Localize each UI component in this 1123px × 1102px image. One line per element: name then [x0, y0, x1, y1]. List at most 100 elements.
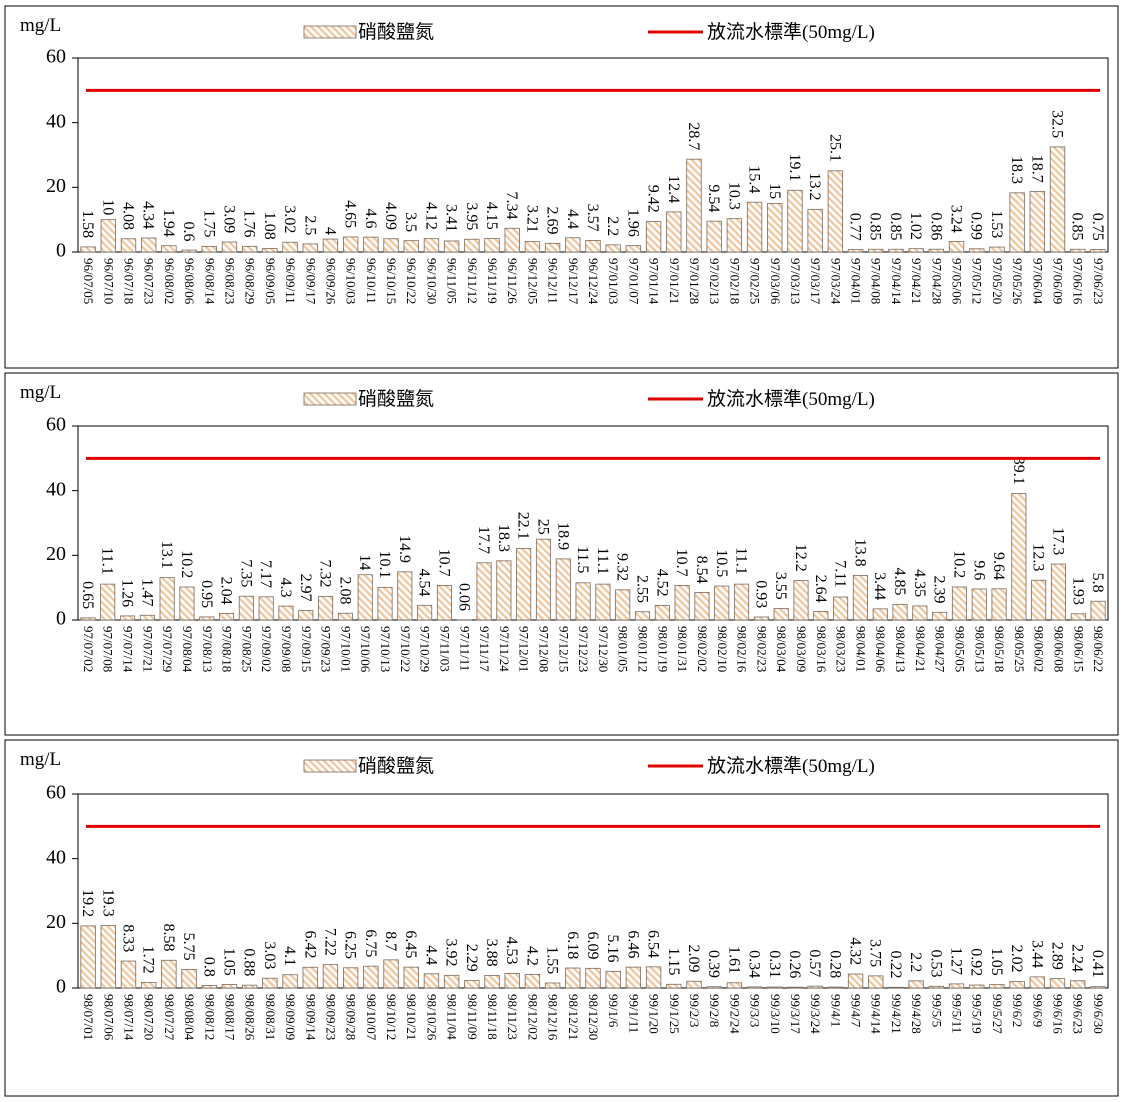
x-tick-label: 98/10/07: [364, 994, 379, 1041]
data-label: 0.22: [887, 950, 904, 978]
bar: [139, 614, 155, 621]
x-tick-label: 96/11/12: [465, 258, 480, 304]
data-label: 9.42: [645, 185, 662, 213]
data-label: 13.8: [851, 539, 868, 567]
data-label: 0.06: [455, 583, 472, 611]
data-label: 6.25: [342, 931, 359, 959]
x-tick-label: 97/10/13: [378, 626, 393, 672]
x-tick-label: 98/08/26: [243, 994, 258, 1041]
x-tick-label: 99/4/14: [869, 994, 884, 1034]
data-label: 4.12: [422, 202, 439, 230]
data-label: 0.85: [887, 212, 904, 240]
bar: [201, 245, 217, 253]
data-label: 4.08: [119, 202, 136, 230]
data-label: 0.8: [200, 957, 217, 977]
data-label: 1.96: [624, 209, 641, 237]
bar: [565, 237, 581, 253]
x-tick-label: 99/1/6: [606, 994, 621, 1028]
x-tick-label: 96/08/14: [202, 258, 217, 305]
x-tick-label: 98/03/16: [814, 626, 829, 673]
x-tick-label: 97/03/17: [808, 258, 823, 305]
bar: [706, 986, 722, 989]
legend-bar-swatch: [303, 25, 357, 39]
data-label: 8.58: [160, 923, 177, 951]
data-label: 32.5: [1049, 110, 1066, 138]
data-label: 10.1: [376, 551, 393, 579]
data-label: 10: [99, 199, 116, 215]
bar: [141, 237, 157, 253]
bar: [989, 984, 1005, 989]
x-tick-label: 98/02/10: [715, 626, 730, 672]
data-label: 3.09: [220, 205, 237, 233]
legend-bar-label: 硝酸鹽氮: [358, 388, 434, 410]
x-tick-label: 97/11/03: [437, 626, 452, 672]
data-label: 0.34: [746, 950, 763, 978]
bar: [524, 974, 541, 989]
x-tick-label: 98/08/17: [222, 994, 237, 1041]
bar: [476, 562, 492, 621]
bar: [1070, 248, 1086, 253]
data-label: 4.2: [523, 946, 540, 966]
data-label: 4.4: [422, 945, 439, 965]
bar: [746, 986, 763, 989]
x-tick-label: 96/08/29: [243, 258, 258, 304]
bar: [948, 983, 965, 989]
bar: [852, 574, 868, 621]
bar: [645, 221, 662, 253]
data-label: 14: [356, 554, 373, 570]
bar: [1011, 493, 1027, 621]
x-tick-label: 96/09/26: [323, 258, 338, 305]
data-label: 1.26: [119, 579, 136, 607]
x-tick-label: 98/04/27: [933, 626, 948, 673]
x-tick-label: 97/12/01: [517, 626, 532, 672]
data-label: 9.64: [990, 552, 1007, 580]
data-label: 0.39: [705, 950, 722, 978]
data-label: 4.1: [281, 946, 298, 966]
bar: [436, 585, 452, 621]
x-tick-label: 96/07/18: [121, 258, 136, 304]
x-tick-label: 98/11/18: [485, 994, 500, 1040]
bar: [1050, 563, 1067, 621]
x-tick-label: 99/1/25: [667, 994, 682, 1034]
data-label: 2.29: [463, 944, 480, 972]
plot-area: [77, 425, 1109, 621]
data-label: 6.75: [362, 929, 379, 957]
x-tick-label: 97/09/15: [299, 626, 314, 672]
bar: [625, 966, 642, 989]
bar: [686, 980, 702, 989]
bar: [595, 583, 611, 621]
x-tick-label: 96/11/26: [505, 258, 520, 304]
data-label: 12.2: [792, 544, 809, 572]
data-label: 3.24: [948, 205, 965, 233]
data-label: 19.1: [786, 153, 803, 181]
x-tick-label: 97/04/28: [929, 258, 944, 304]
x-tick-label: 99/4/7: [849, 994, 864, 1028]
data-label: 10.2: [178, 550, 195, 578]
data-label: 3.92: [443, 939, 460, 967]
data-label: 11.5: [574, 546, 591, 573]
bar: [686, 158, 702, 253]
x-tick-label: 97/04/14: [889, 258, 904, 305]
bar: [625, 245, 642, 253]
data-label: 1.58: [79, 210, 96, 238]
x-tick-label: 99/6/2: [1010, 994, 1025, 1027]
data-label: 1.76: [241, 210, 258, 238]
data-label: 4: [321, 227, 338, 235]
data-label: 1.55: [544, 946, 561, 974]
data-label: 6.18: [564, 931, 581, 959]
x-tick-label: 98/03/23: [834, 626, 849, 672]
x-tick-label: 98/05/13: [972, 626, 987, 672]
x-tick-label: 97/05/26: [1010, 258, 1025, 305]
data-label: 2.97: [297, 574, 314, 602]
x-tick-label: 96/12/05: [525, 258, 540, 304]
x-tick-label: 98/05/18: [992, 626, 1007, 672]
x-tick-label: 98/07/27: [162, 994, 177, 1041]
bar: [833, 596, 849, 621]
data-label: 25.1: [826, 134, 843, 162]
data-label: 2.89: [1049, 942, 1066, 970]
y-tick-label: 60: [46, 414, 66, 436]
data-label: 2.2: [604, 216, 621, 236]
bar: [100, 925, 116, 989]
x-tick-label: 98/10/21: [404, 994, 419, 1040]
x-tick-label: 98/07/01: [81, 994, 96, 1040]
